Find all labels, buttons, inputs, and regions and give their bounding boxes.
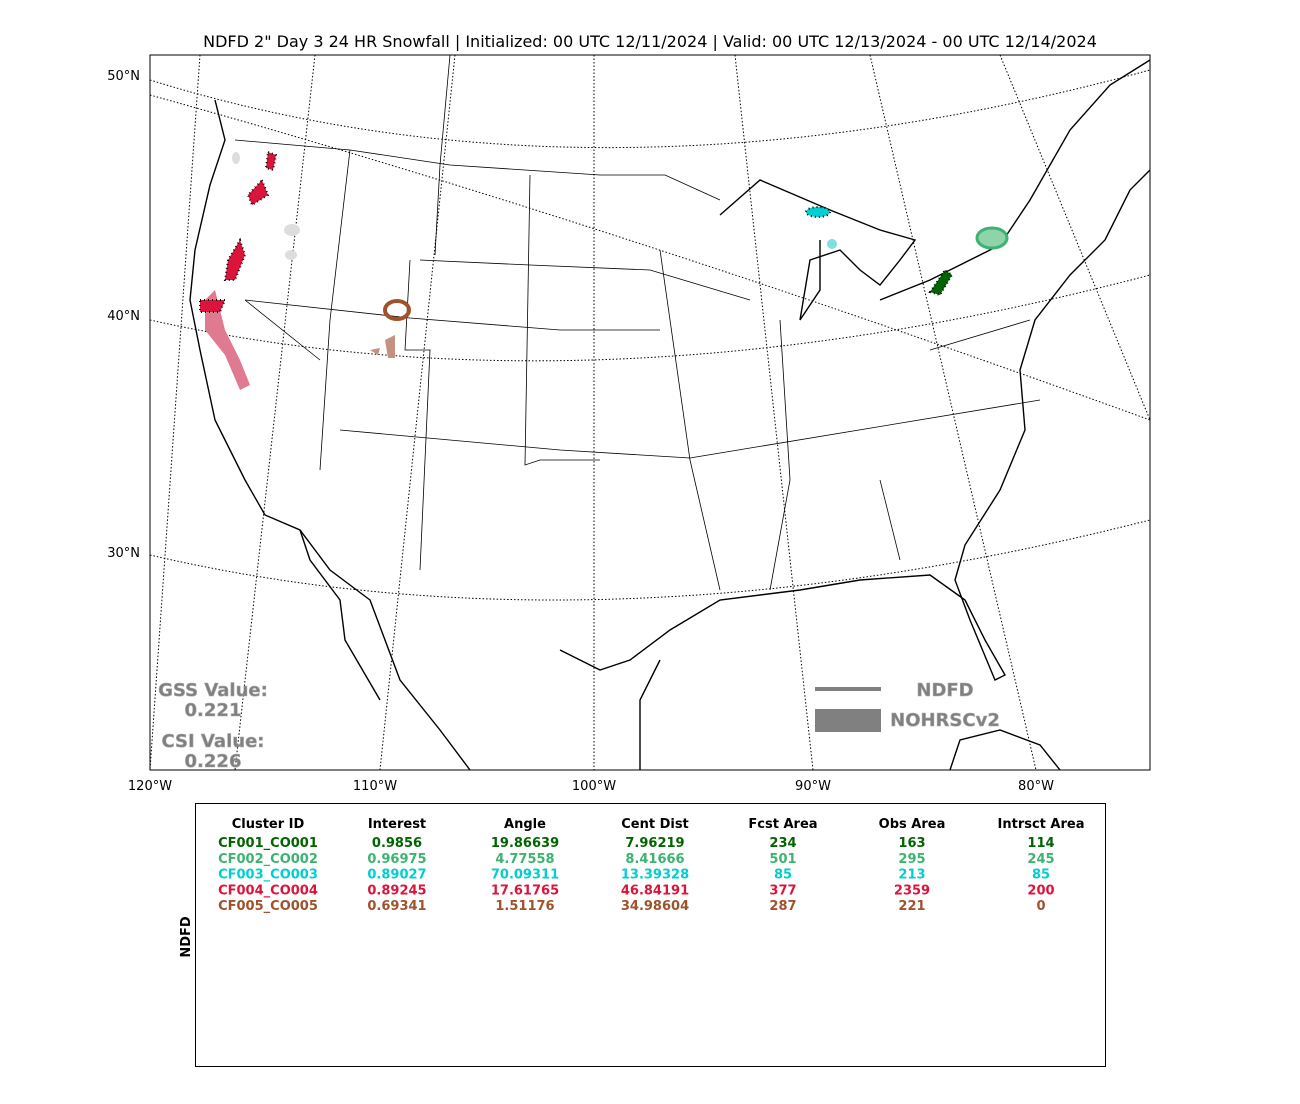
table-header: Angle <box>504 817 546 832</box>
fcst-object <box>805 206 831 218</box>
fcst-object <box>246 178 270 207</box>
lat-label: 30°N <box>107 546 140 561</box>
table-cell: 377 <box>769 883 796 898</box>
table-cell: 2359 <box>894 883 930 898</box>
lon-label: 80°W <box>1018 779 1054 794</box>
stat-label: GSS Value: <box>158 680 268 701</box>
other-object <box>284 224 300 236</box>
obs-object <box>370 335 395 358</box>
table-cell: 295 <box>898 852 925 867</box>
table-cell: 0.96975 <box>367 852 426 867</box>
table-cell: CF005_CO005 <box>218 899 318 914</box>
table-header: Cluster ID <box>232 817 305 832</box>
fcst-object <box>383 299 411 321</box>
table-cell: 85 <box>1032 868 1050 883</box>
stat-label: CSI Value: <box>162 731 265 752</box>
stat-value: 0.226 <box>185 751 242 772</box>
table-cell: 7.96219 <box>625 836 684 851</box>
table-cell: 501 <box>769 852 796 867</box>
stat-value: 0.221 <box>185 700 242 721</box>
obs-object <box>205 290 250 390</box>
obs-object <box>827 239 837 249</box>
map <box>149 54 1151 771</box>
table-cell: 46.84191 <box>621 883 689 898</box>
table-cell: 114 <box>1027 836 1054 851</box>
table-cell: 85 <box>774 868 792 883</box>
table-cell: CF004_CO004 <box>218 883 318 898</box>
table-header: Cent Dist <box>621 817 689 832</box>
legend-patch <box>815 709 881 732</box>
table-header: Fcst Area <box>748 817 817 832</box>
coastlines <box>189 59 1151 771</box>
lon-label: 120°W <box>128 779 172 794</box>
map-title: NDFD 2" Day 3 24 HR Snowfall | Initializ… <box>203 32 1097 51</box>
table-cell: 287 <box>769 899 796 914</box>
lat-label: 50°N <box>107 69 140 84</box>
table-cell: 19.86639 <box>491 836 559 851</box>
table-cell: 0.69341 <box>367 899 426 914</box>
table-cell: 0.89027 <box>367 868 426 883</box>
fcst-object <box>199 299 227 313</box>
table-side-label: NDFD <box>179 916 194 958</box>
table-cell: 0.89245 <box>367 883 426 898</box>
table-cell: CF003_CO003 <box>218 868 318 883</box>
table-cell: 17.61765 <box>491 883 559 898</box>
table-cell: 70.09311 <box>491 868 559 883</box>
fcst-object <box>928 268 954 297</box>
table-frame <box>195 803 1106 1067</box>
table-cell: 1.51176 <box>495 899 554 914</box>
table-cell: 245 <box>1027 852 1054 867</box>
table-header: Obs Area <box>879 817 946 832</box>
legend-label: NOHRSCv2 <box>890 710 1000 731</box>
table-cell: 13.39328 <box>621 868 689 883</box>
graticule <box>149 54 1151 771</box>
table-cell: 8.41666 <box>625 852 684 867</box>
table-header: Intrsct Area <box>998 817 1085 832</box>
table-cell: 221 <box>898 899 925 914</box>
map-frame <box>149 54 1151 771</box>
snow-objects <box>199 150 1009 390</box>
lat-label: 40°N <box>107 309 140 324</box>
table-cell: 200 <box>1027 883 1054 898</box>
lon-label: 90°W <box>795 779 831 794</box>
fcst-object <box>264 150 278 172</box>
table-header: Interest <box>368 817 426 832</box>
table-cell: 163 <box>898 836 925 851</box>
table-cell: CF001_CO001 <box>218 836 318 851</box>
table-cell: CF002_CO002 <box>218 852 318 867</box>
table-cell: 4.77558 <box>495 852 554 867</box>
table-cell: 0.9856 <box>372 836 422 851</box>
lon-label: 110°W <box>353 779 397 794</box>
other-object <box>285 250 297 260</box>
table-cell: 34.98604 <box>621 899 689 914</box>
fcst-object <box>223 237 247 281</box>
lon-label: 100°W <box>572 779 616 794</box>
legend-label: NDFD <box>916 680 973 701</box>
table-cell: 0 <box>1036 899 1045 914</box>
fcst-object <box>975 226 1009 250</box>
table-cell: 234 <box>769 836 796 851</box>
table-cell: 213 <box>898 868 925 883</box>
other-object <box>232 152 240 164</box>
